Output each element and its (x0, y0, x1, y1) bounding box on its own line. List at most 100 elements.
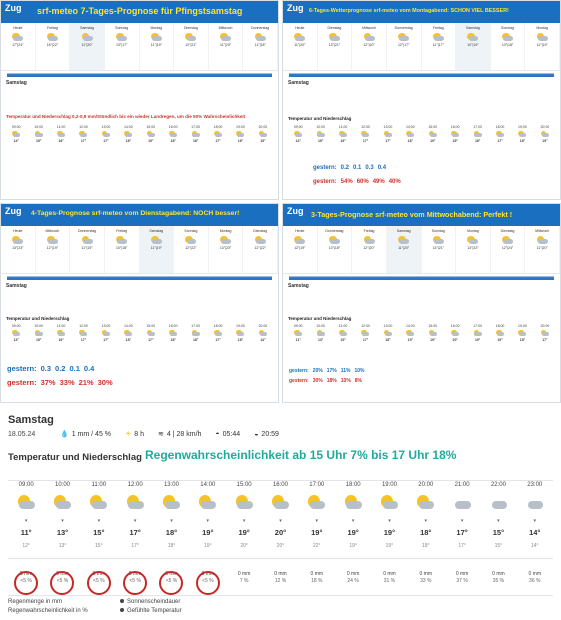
gestern-prob-value: 37% (40, 378, 56, 387)
day-column[interactable]: Freitag 10°|18° (105, 226, 140, 273)
hour-cell: 15:00 19° (422, 125, 444, 143)
hour-temp: 18° (125, 338, 131, 342)
day-column[interactable]: Sonntag 13°|21° (422, 226, 457, 273)
hour-temp: 15° (542, 139, 548, 143)
gestern-mm-value: 0.1 (69, 364, 80, 373)
hour-time: 09:00 (11, 125, 21, 129)
day-column[interactable]: Heute 13°|23° (1, 226, 36, 273)
gestern-mm-value: 11% (340, 368, 351, 374)
hour-temp: 19° (238, 528, 250, 537)
day-name: Samstag (396, 229, 411, 233)
hour-cell: 11:00 16° (332, 125, 354, 143)
day-column[interactable]: Mittwoch 11°|20° (525, 226, 560, 273)
sun-cloud-icon (124, 330, 133, 336)
legend-prob: Regenwahrscheinlichkeit in % (8, 608, 88, 614)
day-column[interactable]: Freitag 16°|22° (36, 23, 71, 70)
day-column[interactable]: Dienstag 12°|22° (243, 226, 278, 273)
hour-cell: 14:00 18° (117, 324, 139, 342)
hour-temp: 17° (103, 338, 109, 342)
day-column[interactable]: Montag 11°|19° (525, 23, 560, 70)
rain-graph (7, 71, 272, 77)
sun-cloud-icon (53, 495, 71, 509)
day-column[interactable]: Freitag 12°|20° (352, 226, 387, 273)
day-column[interactable]: Sonntag 10°|18° (491, 23, 526, 70)
day-column[interactable]: Freitag 11°|17° (422, 23, 457, 70)
hour-time: 16:00 (450, 125, 460, 129)
sun-cloud-icon (150, 236, 162, 244)
sun-cloud-icon (363, 33, 375, 41)
forecast-panel-4: Zug 3-Tages-Prognose srf-meteo vom Mittw… (282, 203, 561, 403)
day-temp-range: 13°|21° (328, 43, 341, 47)
hour-column: 21:00 ▾ 17° 17° 0 mm 37 % (444, 482, 480, 585)
day-column[interactable]: Heute 17°|24° (1, 23, 36, 70)
day-name: Heute (13, 26, 23, 30)
sun-cloud-icon (185, 33, 197, 41)
gestern-mm-value: 17% (326, 368, 337, 374)
day-column[interactable]: Heute 11°|20° (283, 23, 318, 70)
hour-time: 19:00 (518, 125, 527, 129)
sun-duration-icon: ▾ (206, 518, 210, 524)
day-column[interactable]: Dienstag 13°|21° (318, 23, 353, 70)
hour-time: 13:00 (101, 324, 111, 328)
gestern-prob-value: 33% (59, 378, 75, 387)
hour-cell: 19:00 16° (511, 125, 533, 143)
day-column[interactable]: Samstag 11°|19° (139, 226, 175, 273)
day-name: Samstag (466, 26, 480, 30)
day-column[interactable]: Samstag 11°|20° (386, 226, 422, 273)
sun-cloud-icon (294, 236, 306, 244)
legend-left: Regenmenge in mm Regenwahrscheinlichkeit… (8, 598, 88, 616)
sun-cloud-icon (34, 131, 43, 137)
day-column[interactable]: Heute 12°|19° (283, 226, 318, 273)
day-column[interactable]: Samstag 11°|20° (70, 23, 105, 70)
day-temp-range: 10°|18° (115, 246, 128, 250)
sun-duration-icon: ▾ (61, 518, 64, 524)
wind-icon: ≋ (158, 431, 164, 438)
sun-cloud-icon (361, 131, 370, 137)
hour-temp: 16° (237, 139, 244, 143)
hour-time: 11:00 (338, 125, 348, 129)
sun-cloud-icon (316, 131, 325, 137)
sun-icon: ☀ (125, 431, 132, 438)
hour-cell: 11:00 16° (50, 125, 72, 143)
hour-time: 12:00 (361, 324, 370, 328)
hour-time: 12:00 (79, 324, 88, 328)
hour-column: 15:00 ▾ 19° 20° 0 mm 7 % (226, 482, 262, 585)
hour-time: 14:00 (405, 125, 415, 129)
hour-cell: 10:00 13° (309, 324, 331, 342)
sun-cloud-icon (294, 33, 306, 41)
day-column[interactable]: Donnerstag 11°|19° (70, 226, 105, 273)
day-column[interactable]: Mittwoch 12°|20° (352, 23, 387, 70)
sun-cloud-icon (496, 131, 504, 137)
gestern-mm-value: 10% (354, 368, 365, 374)
hour-temp: 15° (93, 528, 105, 537)
day-column[interactable]: Sonntag 13°|17° (105, 23, 140, 70)
hour-temp: 11° (20, 528, 32, 537)
hour-cell: 17:00 18° (184, 324, 206, 342)
legend-dot-icon (120, 599, 124, 604)
sun-cloud-icon (473, 330, 482, 336)
day-column[interactable]: Mittwoch 11°|20° (209, 23, 244, 70)
day-temp-range: 11°|20° (398, 246, 410, 250)
day-column[interactable]: Donnerstag 13°|18° (318, 226, 353, 273)
day-temp-range: 16°|22° (46, 43, 59, 47)
raindrop-icon: 💧 (60, 431, 69, 438)
day-column[interactable]: Dienstag 12°|24° (491, 226, 526, 273)
highlight-circle (50, 571, 75, 595)
day-column[interactable]: Montag 13°|23° (209, 226, 244, 273)
sun-cloud-icon (214, 131, 222, 137)
hour-time: 09:00 (11, 324, 21, 328)
day-strip: Heute 13°|23° Mittwoch 12°|19° Donnerstag 11°… (1, 226, 278, 274)
hour-temp: 18° (407, 139, 413, 143)
day-column[interactable]: Samstag 10°|19° (456, 23, 491, 70)
rain-stat: 💧 1 mm / 45 % (60, 430, 112, 439)
day-column[interactable]: Montag 13°|22° (456, 226, 491, 273)
day-column[interactable]: Montag 11°|19° (140, 23, 175, 70)
day-temp-range: 13°|18° (328, 246, 341, 250)
day-column[interactable]: Donnerstag 11°|18° (243, 23, 278, 70)
day-column[interactable]: Sonntag 12°|22° (174, 226, 209, 273)
day-column[interactable]: Mittwoch 12°|19° (36, 226, 71, 273)
day-column[interactable]: Dienstag 12°|21° (174, 23, 209, 70)
highlight-circle (195, 571, 220, 595)
day-column[interactable]: Donnerstag 12°|17° (387, 23, 422, 70)
hour-cell: 13:00 17° (377, 125, 399, 143)
